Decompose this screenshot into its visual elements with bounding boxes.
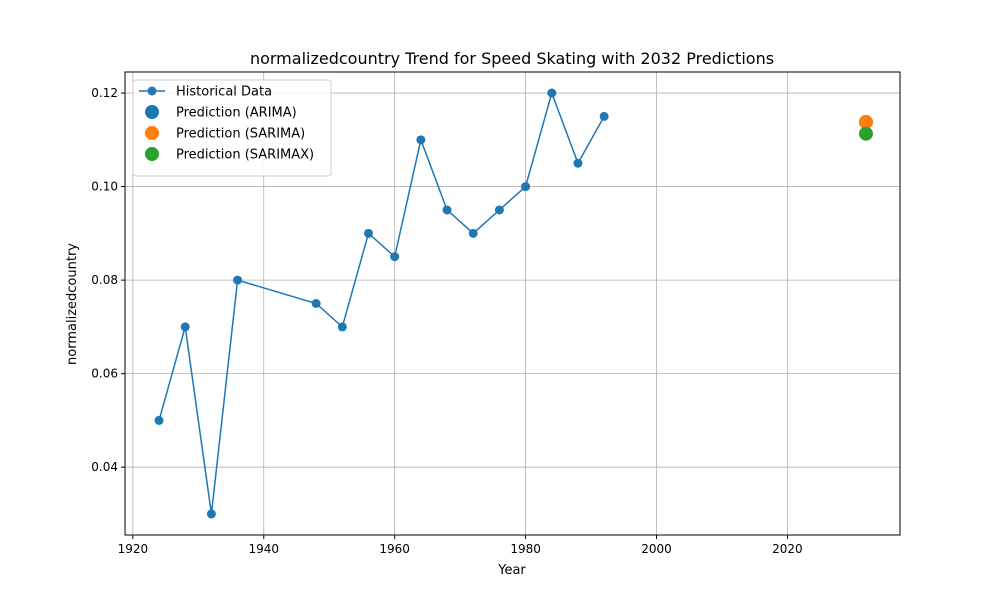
historical-data-point bbox=[468, 228, 478, 238]
legend-swatch-marker bbox=[145, 147, 159, 161]
prediction-point-prediction-sarimax bbox=[858, 126, 873, 141]
y-tick-label: 0.12 bbox=[91, 86, 118, 100]
y-tick-label: 0.04 bbox=[91, 460, 118, 474]
historical-data-point bbox=[311, 299, 321, 308]
legend: Historical Data Prediction (ARIMA) Predict… bbox=[132, 79, 332, 177]
historical-data-point bbox=[154, 415, 164, 425]
legend-swatch-marker bbox=[145, 126, 159, 140]
legend-swatch-marker bbox=[147, 86, 157, 96]
historical-data-point bbox=[233, 275, 243, 285]
plot-frame bbox=[124, 71, 901, 536]
historical-data-point bbox=[206, 509, 216, 519]
legend-entry: Prediction (ARIMA) bbox=[176, 106, 297, 121]
historical-data-point bbox=[442, 205, 452, 215]
x-tick-label: 1940 bbox=[248, 542, 279, 556]
legend-entry: Prediction (SARIMA) bbox=[176, 127, 305, 142]
x-tick-label: 2020 bbox=[772, 542, 803, 556]
y-tick-label: 0.08 bbox=[91, 273, 118, 287]
axes: 1920 1940 1960 1980 2000 2020 0.04 0.06 0.08 0.10… bbox=[91, 71, 901, 556]
x-tick-label: 1920 bbox=[118, 542, 149, 556]
historical-data-point bbox=[337, 322, 347, 332]
historical-data-line bbox=[158, 90, 605, 515]
x-tick-label: 1960 bbox=[379, 542, 410, 556]
y-axis-label: normalizedcountry bbox=[65, 243, 80, 365]
y-tick-label: 0.10 bbox=[91, 180, 118, 194]
legend-entry: Historical Data bbox=[176, 85, 272, 100]
y-tick-label: 0.06 bbox=[91, 367, 118, 381]
legend-box bbox=[132, 79, 332, 177]
legend-entry: Prediction (SARIMAX) bbox=[176, 148, 314, 163]
historical-data-point bbox=[599, 111, 609, 121]
chart-title: normalizedcountry Trend for Speed Skatin… bbox=[250, 49, 774, 68]
legend-swatch-marker bbox=[145, 105, 159, 119]
series-layer bbox=[154, 88, 873, 519]
x-tick-label: 2000 bbox=[641, 542, 672, 556]
historical-data-point bbox=[573, 158, 583, 168]
historical-data-point bbox=[494, 205, 504, 215]
historical-data-point bbox=[547, 88, 557, 98]
historical-data-point bbox=[390, 252, 400, 262]
historical-data-point bbox=[180, 322, 190, 332]
historical-data-point bbox=[363, 228, 373, 238]
prediction-point-prediction-sarima bbox=[858, 115, 873, 130]
historical-data-point bbox=[521, 182, 531, 192]
historical-data-point bbox=[416, 135, 426, 145]
x-tick-label: 1980 bbox=[510, 542, 541, 556]
x-axis-label: Year bbox=[497, 563, 526, 578]
